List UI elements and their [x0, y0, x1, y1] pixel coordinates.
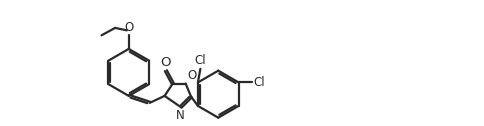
Text: N: N	[176, 109, 185, 122]
Text: O: O	[160, 56, 170, 69]
Text: O: O	[124, 21, 133, 34]
Text: O: O	[187, 69, 197, 82]
Text: Cl: Cl	[194, 54, 206, 67]
Text: Cl: Cl	[253, 76, 265, 89]
